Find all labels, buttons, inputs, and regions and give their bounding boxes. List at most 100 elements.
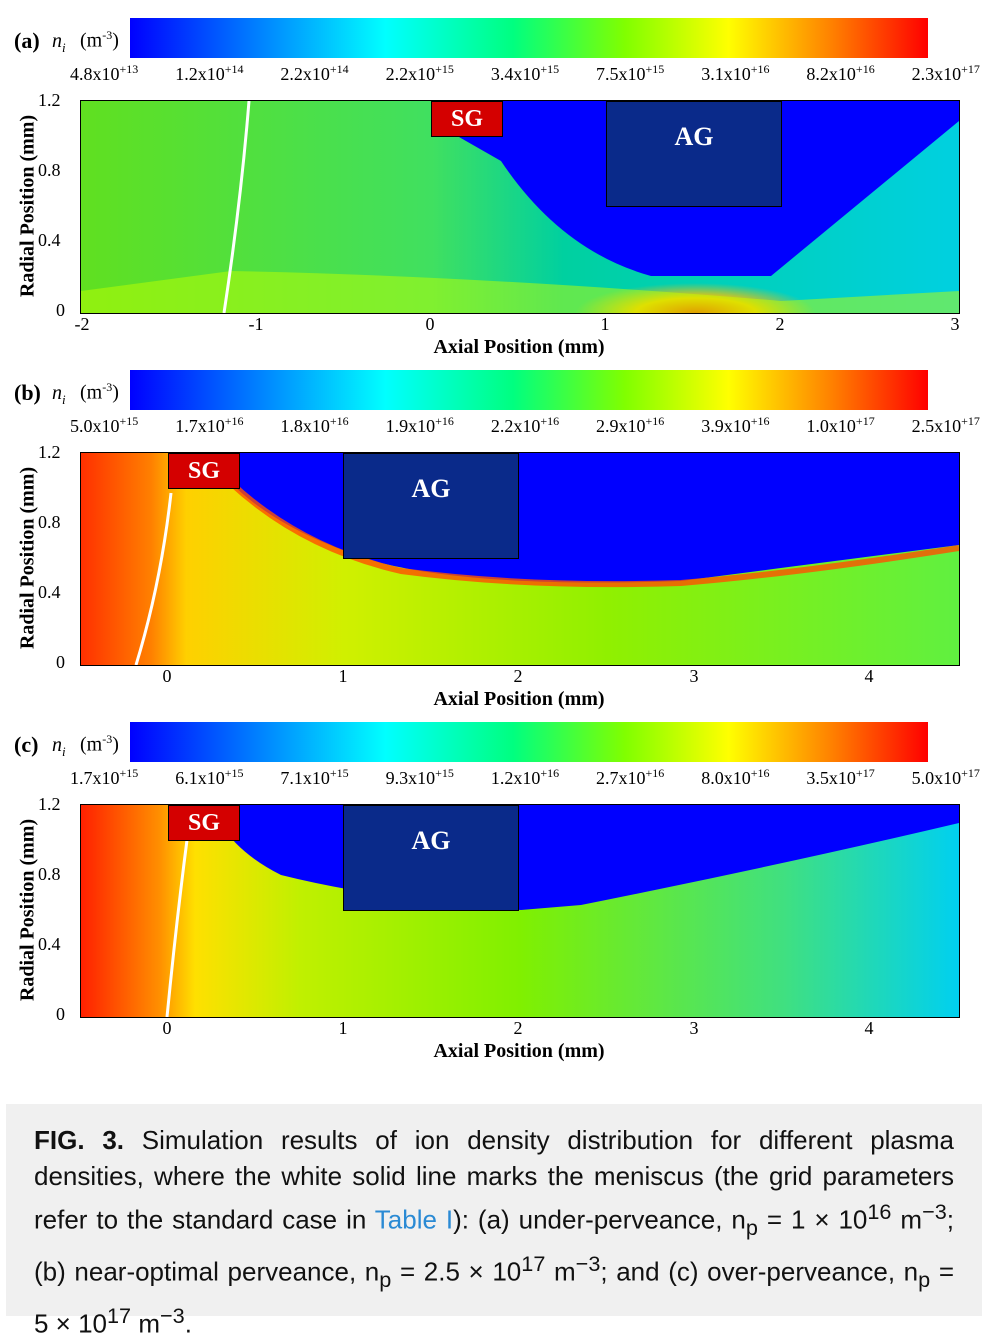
beam-core	[81, 271, 959, 313]
colorbar-tick: 4.8x10+13	[70, 62, 139, 84]
x-tick: -2	[74, 314, 90, 334]
colorbar-tick: 2.2x10+15	[385, 62, 454, 84]
meniscus-line	[165, 839, 189, 1017]
x-tick: 2	[513, 1018, 523, 1038]
y-axis-label: Radial Position (mm)	[16, 818, 39, 1002]
colorbar-tick: 5.0x10+15	[70, 414, 139, 436]
colorbar-tick: 2.2x10+14	[280, 62, 349, 84]
variable-unit: (m-3)	[80, 28, 119, 52]
colorbar-tick: 2.3x10+17	[911, 62, 980, 84]
y-tick: 0	[56, 300, 65, 320]
y-tick: 0.8	[38, 512, 61, 532]
colorbar-tick: 5.0x10+17	[911, 766, 980, 788]
x-tick: -1	[248, 314, 264, 334]
colorbar-tick: 8.0x10+16	[701, 766, 770, 788]
colorbar-tick: 8.2x10+16	[806, 62, 875, 84]
x-tick: 1	[338, 1018, 348, 1038]
colorbar-tick: 7.1x10+15	[280, 766, 349, 788]
meniscus-line	[222, 101, 251, 313]
x-tick: 3	[950, 314, 960, 334]
colorbar-tick: 9.3x10+15	[385, 766, 454, 788]
colorbar	[130, 18, 928, 58]
figure-number: FIG. 3.	[34, 1125, 125, 1155]
caption-text: ): (a) under-perveance, n	[453, 1204, 746, 1235]
colorbar-ticks: 4.8x10+13 1.2x10+14 2.2x10+14 2.2x10+15 3.4x…	[70, 62, 980, 85]
colorbar-ticks: 5.0x10+15 1.7x10+16 1.8x10+16 1.9x10+16 2.2x…	[70, 414, 980, 437]
panel-c: (c) ni (m-3) 1.7x10+15 6.1x10+15 7.1x10+15…	[0, 704, 984, 1062]
x-axis-label: Axial Position (mm)	[433, 1040, 605, 1062]
meniscus-line	[134, 492, 173, 665]
x-tick: 2	[513, 666, 523, 686]
colorbar-tick: 2.7x10+16	[596, 766, 665, 788]
variable-unit: (m-3)	[80, 380, 119, 404]
colorbar-tick: 3.1x10+16	[701, 62, 770, 84]
colorbar-ticks: 1.7x10+15 6.1x10+15 7.1x10+15 9.3x10+15 1.2x…	[70, 766, 980, 789]
x-tick: 0	[162, 666, 172, 686]
x-tick: 1	[338, 666, 348, 686]
colorbar-tick: 2.9x10+16	[596, 414, 665, 436]
variable-symbol: ni	[52, 30, 66, 55]
sg-block: SG	[431, 101, 503, 137]
colorbar-tick: 3.4x10+15	[490, 62, 560, 84]
sg-block: SG	[168, 453, 240, 489]
panel-label: (b)	[14, 380, 41, 405]
caption-text: Simulation results of ion density distri…	[34, 1125, 955, 1235]
colorbar-tick: 1.9x10+16	[385, 414, 454, 436]
caption-text: ; and (c) over-perveance, n	[600, 1256, 919, 1287]
y-tick: 0.4	[38, 230, 61, 250]
colorbar-tick: 2.2x10+16	[490, 414, 560, 436]
y-axis-label: Radial Position (mm)	[16, 466, 39, 650]
vacuum-region	[201, 805, 959, 910]
colorbar-tick: 6.1x10+15	[175, 766, 244, 788]
x-tick: 0	[162, 1018, 172, 1038]
panel-label: (a)	[14, 28, 40, 53]
y-tick: 0.4	[38, 582, 61, 602]
x-axis-label: Axial Position (mm)	[433, 688, 605, 710]
colorbar-tick: 3.9x10+16	[701, 414, 770, 436]
x-tick: 3	[689, 1018, 699, 1038]
y-tick: 1.2	[38, 90, 61, 110]
figure-caption: FIG. 3. Simulation results of ion densit…	[6, 1104, 982, 1338]
colorbar-tick: 1.0x10+17	[806, 414, 875, 436]
y-tick: 0	[56, 1004, 65, 1024]
panel-label: (c)	[14, 732, 39, 757]
y-tick: 0.8	[38, 864, 61, 884]
x-axis-label: Axial Position (mm)	[433, 336, 605, 358]
y-tick: 0	[56, 652, 65, 672]
colorbar-tick: 7.5x10+15	[596, 62, 665, 84]
heatmap-plot: SG AG	[80, 452, 960, 666]
colorbar-tick: 1.2x10+14	[175, 62, 244, 84]
variable-symbol: ni	[52, 382, 66, 407]
variable-symbol: ni	[52, 734, 66, 759]
colorbar-tick: 1.7x10+16	[175, 414, 244, 436]
heatmap-plot: SG AG	[80, 804, 960, 1018]
colorbar	[130, 722, 928, 762]
sg-block: SG	[168, 805, 240, 841]
heatmap-plot: SG AG	[80, 100, 960, 314]
caption-text: ; (b) near-optimal perveance, n	[34, 1204, 955, 1287]
x-tick: 0	[425, 314, 435, 334]
y-axis-label: Radial Position (mm)	[16, 114, 39, 298]
x-tick: 4	[864, 1018, 874, 1038]
x-tick: 2	[775, 314, 785, 334]
ag-block: AG	[343, 805, 519, 911]
colorbar-tick: 2.5x10+17	[911, 414, 980, 436]
colorbar-tick: 1.2x10+16	[490, 766, 560, 788]
y-tick: 0.8	[38, 160, 61, 180]
x-tick: 3	[689, 666, 699, 686]
colorbar-tick: 1.8x10+16	[280, 414, 349, 436]
density-overlay	[81, 101, 959, 313]
y-tick: 0.4	[38, 934, 61, 954]
colorbar-tick: 1.7x10+15	[70, 766, 139, 788]
panel-a: (a) ni (m-3) 4.8x10+13 1.2x10+14 2.2x10+14…	[0, 0, 984, 358]
panel-b: (b) ni (m-3) 5.0x10+15 1.7x10+16 1.8x10+16…	[0, 352, 984, 710]
beam-edge	[228, 480, 959, 588]
colorbar	[130, 370, 928, 410]
ag-block: AG	[343, 453, 519, 559]
variable-unit: (m-3)	[80, 732, 119, 756]
colorbar-tick: 3.5x10+17	[806, 766, 875, 788]
y-tick: 1.2	[38, 794, 61, 814]
x-tick: 4	[864, 666, 874, 686]
table-link[interactable]: Table I	[374, 1204, 454, 1235]
ag-block: AG	[606, 101, 782, 207]
